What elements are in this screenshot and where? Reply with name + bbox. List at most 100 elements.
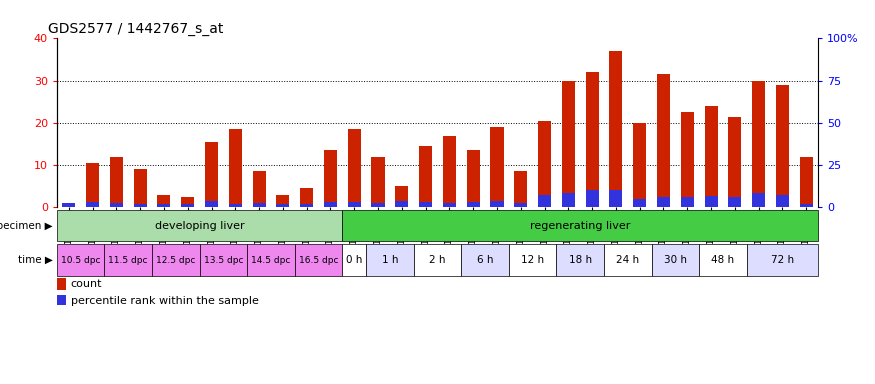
Text: 72 h: 72 h — [771, 255, 794, 265]
Bar — [342, 210, 818, 241]
Bar — [728, 117, 741, 207]
Bar — [86, 202, 99, 207]
Bar — [104, 245, 152, 276]
Bar — [609, 51, 622, 207]
Bar — [419, 202, 432, 207]
Bar — [158, 195, 171, 207]
Bar — [699, 245, 746, 276]
Bar — [181, 197, 194, 207]
Text: 14.5 dpc: 14.5 dpc — [251, 256, 290, 265]
Text: count: count — [71, 279, 102, 289]
Bar — [800, 204, 813, 207]
Bar — [585, 190, 598, 207]
Bar — [443, 136, 456, 207]
Bar — [746, 245, 818, 276]
Bar — [466, 150, 480, 207]
Text: 12.5 dpc: 12.5 dpc — [156, 256, 195, 265]
Bar — [585, 72, 598, 207]
Bar — [276, 195, 290, 207]
Text: developing liver: developing liver — [155, 220, 244, 231]
Bar — [324, 150, 337, 207]
Bar — [347, 129, 360, 207]
Bar — [253, 203, 266, 207]
Bar — [419, 146, 432, 207]
Bar — [490, 127, 503, 207]
Bar — [414, 245, 461, 276]
Bar — [57, 295, 66, 308]
Bar — [200, 245, 248, 276]
Bar — [728, 197, 741, 207]
Bar — [253, 171, 266, 207]
Bar — [300, 188, 313, 207]
Text: 11.5 dpc: 11.5 dpc — [108, 256, 148, 265]
Bar — [562, 81, 575, 207]
Bar — [490, 201, 503, 207]
Bar — [681, 112, 694, 207]
Bar — [152, 245, 200, 276]
Bar — [134, 169, 147, 207]
Bar — [752, 193, 766, 207]
Text: GDS2577 / 1442767_s_at: GDS2577 / 1442767_s_at — [48, 23, 223, 36]
Text: 16.5 dpc: 16.5 dpc — [298, 256, 339, 265]
Bar — [342, 245, 366, 276]
Bar — [158, 204, 171, 207]
Bar — [681, 197, 694, 207]
Bar — [205, 142, 218, 207]
Text: 18 h: 18 h — [569, 255, 592, 265]
Bar — [86, 163, 99, 207]
Text: 48 h: 48 h — [711, 255, 734, 265]
Bar — [372, 203, 385, 207]
Text: time ▶: time ▶ — [18, 255, 52, 265]
Bar — [634, 123, 647, 207]
Bar — [800, 157, 813, 207]
Text: specimen ▶: specimen ▶ — [0, 220, 52, 231]
Bar — [657, 197, 670, 207]
Text: 12 h: 12 h — [522, 255, 544, 265]
Text: 24 h: 24 h — [616, 255, 640, 265]
Bar — [205, 201, 218, 207]
Bar — [57, 277, 66, 291]
Bar — [396, 201, 409, 207]
Bar — [324, 202, 337, 207]
Bar — [347, 202, 360, 207]
Bar — [704, 195, 717, 207]
Bar — [509, 245, 556, 276]
Bar — [57, 245, 104, 276]
Bar — [538, 121, 551, 207]
Bar — [776, 85, 789, 207]
Bar — [396, 186, 409, 207]
Text: 10.5 dpc: 10.5 dpc — [61, 256, 101, 265]
Bar — [776, 195, 789, 207]
Text: 13.5 dpc: 13.5 dpc — [204, 256, 243, 265]
Bar — [752, 81, 766, 207]
Text: 1 h: 1 h — [382, 255, 398, 265]
Bar — [228, 129, 242, 207]
Bar — [538, 195, 551, 207]
Bar — [652, 245, 699, 276]
Bar — [228, 204, 242, 207]
Bar — [366, 245, 414, 276]
Bar — [57, 210, 342, 241]
Bar — [62, 203, 75, 207]
Bar — [657, 74, 670, 207]
Bar — [372, 157, 385, 207]
Bar — [609, 190, 622, 207]
Text: regenerating liver: regenerating liver — [530, 220, 630, 231]
Bar — [704, 106, 717, 207]
Bar — [109, 203, 123, 207]
Bar — [134, 204, 147, 207]
Bar — [295, 245, 342, 276]
Bar — [443, 203, 456, 207]
Bar — [181, 204, 194, 207]
Bar — [62, 203, 75, 207]
Bar — [514, 171, 528, 207]
Bar — [276, 204, 290, 207]
Text: percentile rank within the sample: percentile rank within the sample — [71, 296, 258, 306]
Bar — [634, 199, 647, 207]
Bar — [604, 245, 652, 276]
Bar — [461, 245, 509, 276]
Text: 0 h: 0 h — [346, 255, 362, 265]
Bar — [248, 245, 295, 276]
Bar — [562, 193, 575, 207]
Text: 30 h: 30 h — [664, 255, 687, 265]
